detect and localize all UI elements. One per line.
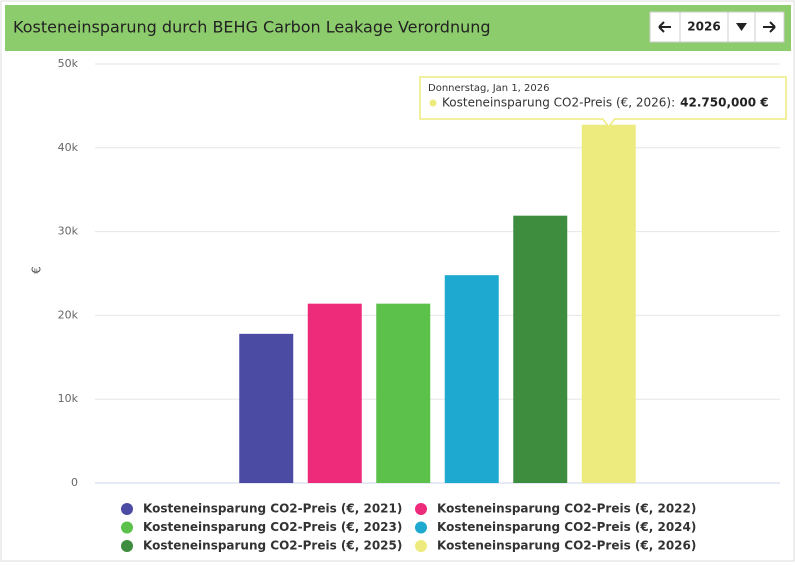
y-tick-label: 20k bbox=[58, 308, 79, 321]
legend-label: Kosteneinsparung CO2-Preis (€, 2024) bbox=[437, 520, 696, 534]
tooltip-value: 42.750,000 € bbox=[680, 96, 768, 110]
year-control: 2026 bbox=[649, 11, 785, 43]
bar bbox=[513, 215, 568, 484]
dropdown-button[interactable] bbox=[736, 23, 747, 31]
legend-marker bbox=[121, 540, 133, 552]
tooltip-title: Donnerstag, Jan 1, 2026 bbox=[428, 83, 549, 94]
legend-marker bbox=[415, 540, 427, 552]
bar bbox=[307, 303, 362, 483]
prev-button[interactable] bbox=[658, 21, 671, 33]
y-tick-label: 50k bbox=[58, 57, 79, 70]
y-tick-label: 10k bbox=[58, 392, 79, 405]
legend-label: Kosteneinsparung CO2-Preis (€, 2025) bbox=[143, 539, 402, 553]
legend-marker bbox=[121, 503, 133, 515]
y-tick-label: 30k bbox=[58, 225, 79, 238]
y-axis-title: € bbox=[30, 266, 44, 274]
year-select[interactable]: 2026 bbox=[687, 20, 720, 34]
legend-marker bbox=[415, 521, 427, 534]
bar bbox=[444, 275, 499, 483]
tooltip-label: Kosteneinsparung CO2-Preis (€, 2026): bbox=[442, 96, 675, 110]
legend-marker bbox=[415, 503, 427, 515]
legend-marker bbox=[121, 521, 133, 534]
bar bbox=[239, 333, 294, 483]
bar bbox=[581, 124, 636, 483]
legend-label: Kosteneinsparung CO2-Preis (€, 2022) bbox=[437, 502, 696, 516]
y-tick-label: 0 bbox=[71, 476, 78, 489]
legend-label: Kosteneinsparung CO2-Preis (€, 2023) bbox=[143, 520, 402, 534]
legend-label: Kosteneinsparung CO2-Preis (€, 2021) bbox=[143, 502, 402, 516]
bar bbox=[376, 303, 431, 483]
tooltip: Donnerstag, Jan 1, 2026 Kosteneinsparung … bbox=[419, 76, 787, 128]
control-box bbox=[649, 11, 785, 43]
tooltip-marker bbox=[429, 99, 437, 107]
legend-label: Kosteneinsparung CO2-Preis (€, 2026) bbox=[437, 539, 696, 553]
tooltip-box bbox=[419, 76, 787, 128]
y-tick-label: 40k bbox=[58, 141, 79, 154]
next-button[interactable] bbox=[763, 21, 776, 33]
chart-title: Kosteneinsparung durch BEHG Carbon Leaka… bbox=[13, 18, 491, 37]
